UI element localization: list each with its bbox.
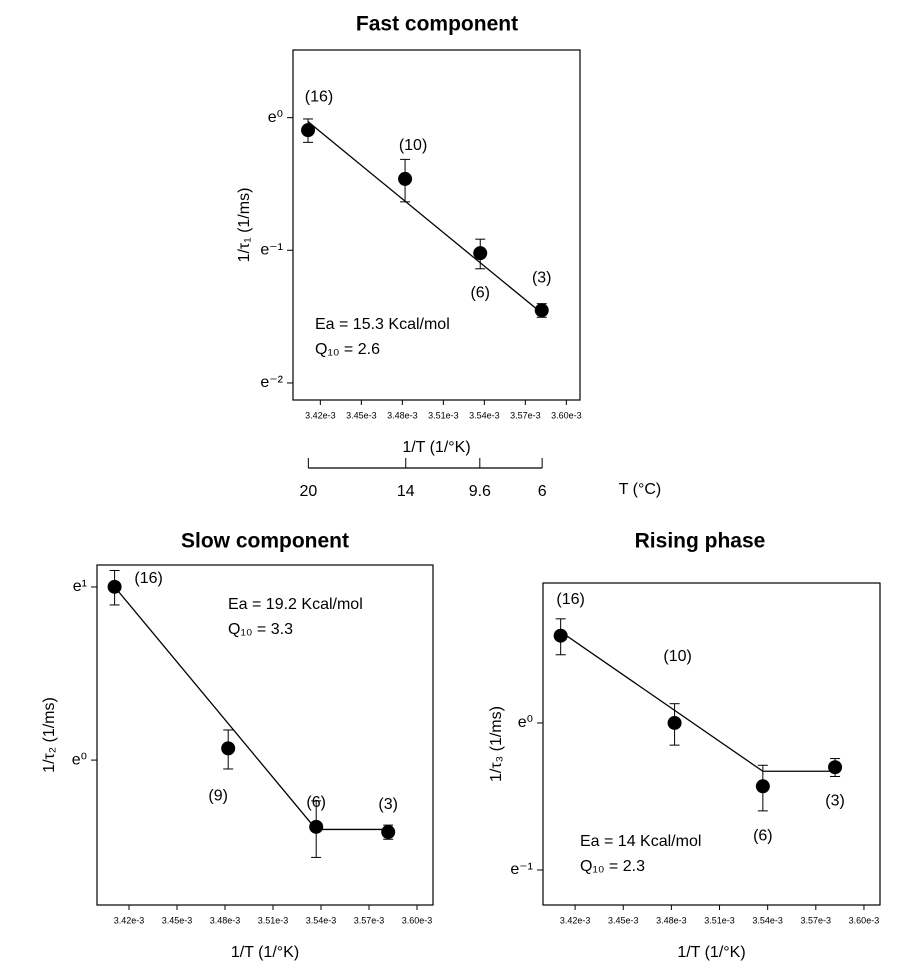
point-label: (10)	[399, 137, 427, 154]
x-tick-label: 3.51e-3	[704, 915, 735, 925]
x-tick-label: 3.54e-3	[752, 915, 783, 925]
plot-frame	[96, 564, 434, 906]
point-label: (9)	[208, 788, 228, 805]
x-tick-label: 3.45e-3	[608, 915, 639, 925]
chart: Fast component e⁰ e⁻¹ e⁻² 3.42e-3 3.45e-3 3.48…	[236, 13, 661, 501]
t-tick-label: 9.6	[469, 483, 491, 500]
point-label: (16)	[556, 591, 584, 608]
x-tick-label: 3.42e-3	[560, 915, 591, 925]
y-tick-label: e⁻¹	[510, 861, 533, 878]
point-label: (10)	[663, 648, 691, 665]
data-point	[301, 123, 316, 138]
x-tick-label: 3.48e-3	[387, 410, 418, 420]
data-point	[553, 628, 568, 643]
t-tick-label: 14	[397, 483, 415, 500]
x-tick-label: 3.42e-3	[305, 410, 336, 420]
x-tick-label: 3.48e-3	[656, 915, 687, 925]
chart: Rising phase e⁰ e⁻¹ 3.42e-3 3.45e-3 3.48e-3 3.…	[488, 530, 881, 961]
y-axis-label: 1/τ₂ (1/ms)	[41, 697, 58, 773]
y-axis-label: 1/τ₁ (1/ms)	[236, 188, 253, 263]
point-label: (6)	[753, 828, 773, 845]
x-tick-label: 3.60e-3	[551, 410, 582, 420]
x-tick-label: 3.51e-3	[428, 410, 459, 420]
chart-title: Rising phase	[635, 530, 766, 553]
x-axis-label: 1/T (1/°K)	[402, 439, 470, 456]
x-tick-label: 3.57e-3	[510, 410, 541, 420]
y-tick-label: e⁰	[518, 714, 533, 731]
x-tick-label: 3.54e-3	[306, 915, 337, 925]
chart: Slow component e¹ e⁰ 3.42e-3 3.45e-3 3.48e-3 3…	[41, 530, 434, 961]
x-tick-label: 3.48e-3	[210, 915, 241, 925]
y-axis-label: 1/τ₃ (1/ms)	[488, 706, 505, 782]
annotation: Ea = 14 Kcal/mol	[580, 833, 701, 850]
x-tick-label: 3.42e-3	[114, 915, 145, 925]
x-tick-label: 3.51e-3	[258, 915, 289, 925]
fit-line	[307, 121, 543, 314]
plot-frame	[292, 49, 581, 401]
y-tick-label: e⁰	[72, 751, 87, 768]
x-axis-label: 1/T (1/°K)	[677, 944, 745, 961]
t-tick-label: 6	[538, 483, 547, 500]
point-label: (16)	[305, 88, 333, 105]
x-tick-label: 3.57e-3	[801, 915, 832, 925]
plot-frame	[542, 582, 881, 906]
y-tick-label: e⁰	[268, 109, 283, 126]
x-tick-label: 3.60e-3	[402, 915, 433, 925]
chart-title: Slow component	[181, 530, 349, 553]
point-label: (6)	[306, 794, 326, 811]
chart-title: Fast component	[356, 13, 518, 36]
t-axis-label: T (°C)	[619, 481, 662, 498]
y-tick-label: e⁻¹	[260, 241, 283, 258]
data-point	[667, 715, 682, 730]
x-axis-label: 1/T (1/°K)	[231, 944, 299, 961]
annotation: Q₁₀ = 2.3	[580, 858, 645, 875]
data-point	[309, 819, 324, 834]
x-tick-label: 3.60e-3	[849, 915, 880, 925]
x-tick-label: 3.45e-3	[346, 410, 377, 420]
x-tick-label: 3.57e-3	[354, 915, 385, 925]
annotation: Ea = 19.2 Kcal/mol	[228, 596, 363, 613]
data-point	[381, 825, 396, 840]
point-label: (3)	[378, 796, 398, 813]
fit-line	[560, 631, 836, 772]
point-label: (3)	[825, 792, 845, 809]
annotation: Q₁₀ = 3.3	[228, 621, 293, 638]
data-point	[107, 579, 122, 594]
x-tick-label: 3.54e-3	[469, 410, 500, 420]
annotation: Ea = 15.3 Kcal/mol	[315, 316, 450, 333]
data-point	[534, 303, 549, 318]
x-tick-label: 3.45e-3	[162, 915, 193, 925]
point-label: (6)	[470, 284, 490, 301]
t-tick-label: 20	[299, 483, 317, 500]
data-point	[473, 246, 488, 261]
point-label: (16)	[134, 570, 162, 587]
y-tick-label: e¹	[73, 578, 87, 595]
point-label: (3)	[532, 270, 552, 287]
data-point	[828, 760, 843, 775]
data-point	[755, 779, 770, 794]
data-point	[221, 741, 236, 756]
y-tick-label: e⁻²	[260, 374, 283, 391]
data-point	[398, 171, 413, 186]
annotation: Q₁₀ = 2.6	[315, 341, 380, 358]
